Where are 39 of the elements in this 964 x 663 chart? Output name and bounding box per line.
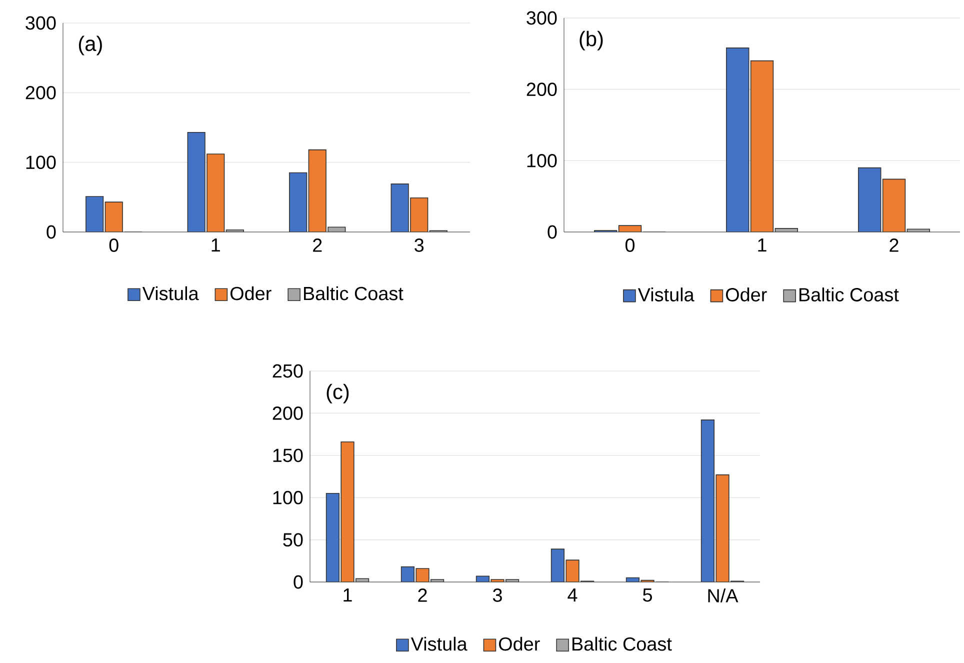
y-tick-label: 300 xyxy=(26,16,56,30)
y-tick-label: 200 xyxy=(272,406,303,420)
y-tick-label: 0 xyxy=(46,225,56,239)
annotation: (b) xyxy=(580,30,603,50)
y-tick-label: 0 xyxy=(294,575,303,589)
legend-label: Vistula xyxy=(638,288,694,302)
legend-label: Baltic Coast xyxy=(572,636,672,651)
legend-label: Vistula xyxy=(410,636,468,651)
y-tick-label: 100 xyxy=(273,490,303,504)
annotation: (a) xyxy=(78,36,102,56)
x-tick-label: 1 xyxy=(758,238,766,252)
legend-label: Oder xyxy=(726,288,767,302)
x-tick-label: 1 xyxy=(212,238,220,252)
x-tick-label: 2 xyxy=(313,238,322,252)
y-tick-label: 200 xyxy=(526,82,557,96)
legend-label: Oder xyxy=(498,636,540,651)
x-tick-label: 2 xyxy=(890,238,898,252)
legend-label: Vistula xyxy=(142,286,199,300)
x-tick-label: 3 xyxy=(492,588,502,602)
x-tick-label: 0 xyxy=(625,238,635,252)
legend-label: Baltic Coast xyxy=(304,286,404,300)
x-tick-label: 0 xyxy=(109,238,118,252)
x-tick-label: 4 xyxy=(568,588,578,602)
legend-label: Baltic Coast xyxy=(800,288,899,302)
y-tick-label: 250 xyxy=(272,364,303,378)
y-tick-label: 0 xyxy=(548,225,557,239)
x-tick-label: 3 xyxy=(414,238,424,252)
x-tick-label: 5 xyxy=(642,588,652,602)
x-tick-label: N/A xyxy=(708,588,738,602)
legend-label: Oder xyxy=(230,286,272,300)
x-tick-label: 2 xyxy=(418,588,427,602)
y-tick-label: 50 xyxy=(283,533,303,547)
x-tick-label: 1 xyxy=(344,588,352,602)
annotation: (c) xyxy=(326,384,349,404)
y-tick-label: 100 xyxy=(527,154,557,168)
y-tick-label: 300 xyxy=(526,11,557,25)
y-tick-label: 150 xyxy=(273,448,303,462)
y-tick-label: 100 xyxy=(26,156,56,170)
y-tick-label: 200 xyxy=(26,86,56,100)
